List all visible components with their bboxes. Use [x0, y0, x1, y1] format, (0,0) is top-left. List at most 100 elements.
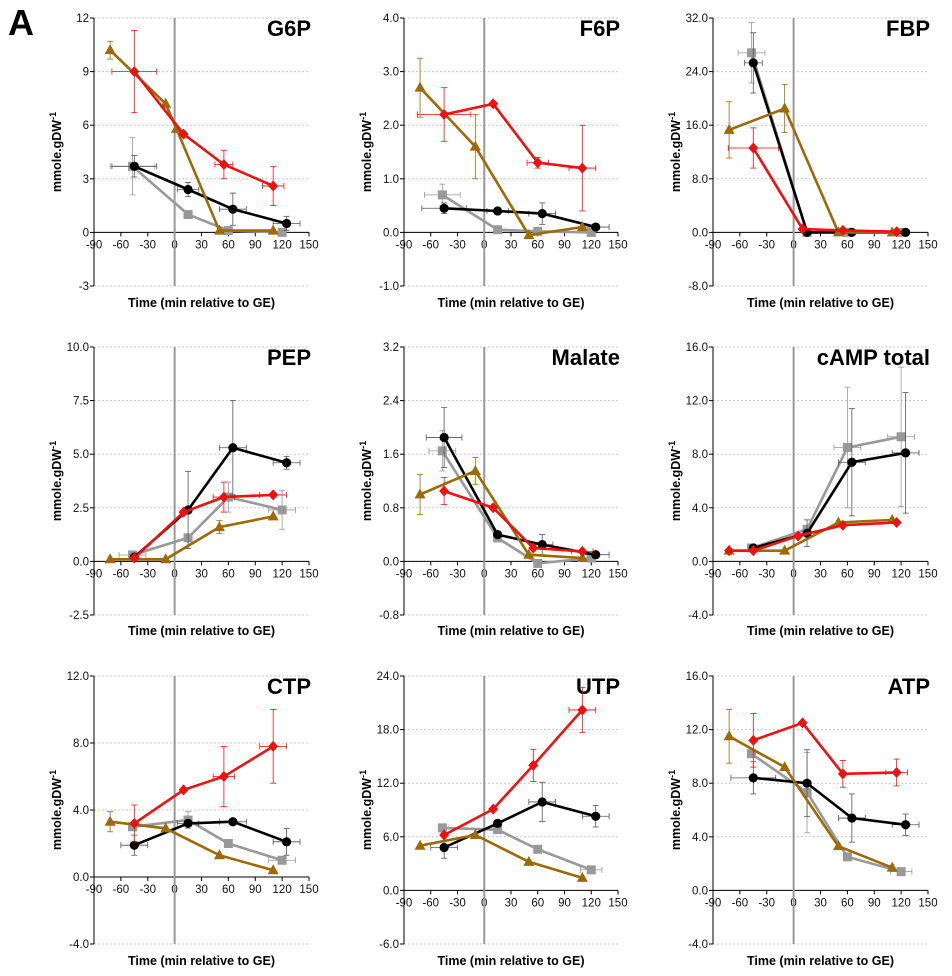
data-point — [724, 545, 735, 557]
data-point — [779, 761, 791, 772]
y-tick-label: 0.0 — [692, 227, 708, 239]
x-axis-label: Time (min relative to GE) — [437, 624, 584, 638]
data-point — [748, 773, 758, 783]
y-axis-label: mmole.gDW-1 — [48, 770, 64, 850]
data-point — [213, 224, 225, 235]
data-point — [586, 865, 596, 875]
y-tick-label: -0.8 — [379, 610, 399, 622]
data-point — [488, 98, 499, 110]
data-point — [268, 489, 279, 501]
x-tick-label: 150 — [299, 568, 318, 580]
data-point — [228, 443, 238, 453]
data-point — [439, 842, 449, 853]
y-tick-label: 0.8 — [383, 503, 399, 515]
data-point — [523, 548, 535, 559]
y-tick-label: -4.0 — [69, 939, 89, 951]
data-point — [493, 206, 503, 216]
data-point — [129, 66, 140, 78]
data-point — [160, 97, 172, 108]
x-tick-label: 60 — [222, 568, 235, 580]
series-line — [133, 745, 274, 825]
y-tick-label: 0.0 — [73, 872, 89, 884]
data-point — [533, 844, 543, 854]
x-tick-label: 150 — [299, 884, 318, 896]
x-tick-label: 120 — [273, 568, 292, 580]
data-point — [779, 102, 791, 113]
data-point — [747, 48, 757, 58]
y-tick-label: 12 — [76, 13, 89, 25]
data-point — [437, 190, 447, 200]
x-tick-label: 30 — [505, 239, 518, 251]
series-gold — [104, 811, 279, 875]
chart-title: G6P — [267, 16, 311, 41]
data-point — [439, 485, 450, 497]
data-point — [104, 553, 116, 564]
series-gray — [109, 137, 287, 237]
data-point — [901, 820, 911, 830]
x-tick-label: 30 — [195, 884, 208, 896]
data-point — [847, 813, 857, 823]
series-red — [129, 709, 288, 843]
x-axis-label: Time (min relative to GE) — [437, 954, 584, 968]
x-tick-label: -90 — [705, 239, 722, 251]
series-black — [421, 202, 610, 232]
x-tick-label: 60 — [531, 239, 544, 251]
data-point — [532, 157, 543, 169]
x-tick-label: 150 — [918, 239, 937, 251]
data-point — [469, 140, 481, 151]
y-axis-label: mmole.gDW-1 — [48, 112, 64, 192]
data-point — [183, 184, 193, 195]
x-tick-label: 120 — [582, 568, 601, 580]
x-tick-label: 90 — [558, 568, 571, 580]
x-tick-label: -60 — [732, 239, 749, 251]
x-tick-label: -30 — [758, 239, 775, 251]
x-tick-label: 150 — [608, 897, 627, 909]
x-tick-label: 30 — [814, 568, 827, 580]
data-point — [793, 530, 804, 542]
x-tick-label: 30 — [195, 568, 208, 580]
x-tick-label: -90 — [396, 239, 413, 251]
chart-f6p: -1.00.01.02.03.04.0-90-60-30030609012015… — [358, 13, 628, 310]
y-tick-label: 0.0 — [692, 556, 708, 568]
data-point — [439, 108, 450, 120]
data-point — [183, 210, 193, 220]
chart-title: F6P — [580, 16, 620, 41]
x-tick-label: 120 — [892, 568, 911, 580]
x-tick-label: -60 — [113, 239, 130, 251]
series-line — [443, 709, 584, 837]
y-tick-label: 16.0 — [686, 120, 708, 132]
series-line — [444, 207, 597, 229]
data-point — [537, 797, 547, 807]
y-tick-label: 8.0 — [73, 738, 89, 750]
data-point — [577, 704, 588, 716]
data-point — [469, 464, 481, 475]
y-tick-label: -1.0 — [379, 281, 399, 293]
data-point — [847, 457, 857, 467]
y-tick-label: 10.0 — [67, 342, 89, 354]
x-tick-label: 60 — [531, 897, 544, 909]
data-point — [797, 223, 808, 235]
x-tick-label: -30 — [449, 897, 466, 909]
x-tick-label: 120 — [582, 897, 601, 909]
series-red — [439, 477, 594, 557]
data-point — [901, 227, 911, 237]
x-tick-label: -60 — [732, 568, 749, 580]
series-line — [109, 820, 274, 872]
y-axis-label: mmole.gDW-1 — [358, 770, 374, 850]
y-tick-label: -4.0 — [688, 610, 708, 622]
y-tick-label: 8.0 — [692, 174, 708, 186]
data-point — [228, 204, 238, 214]
series-gold — [723, 709, 898, 872]
y-tick-label: 3 — [83, 174, 89, 186]
data-point — [493, 530, 503, 540]
series-red — [129, 481, 288, 564]
data-point — [178, 784, 189, 796]
data-point — [218, 771, 229, 782]
x-tick-label: 90 — [249, 239, 262, 251]
data-point — [414, 488, 426, 499]
series-line — [443, 489, 583, 553]
data-point — [267, 510, 279, 521]
x-tick-label: -60 — [113, 568, 130, 580]
data-point — [747, 749, 757, 759]
series-gold — [414, 57, 588, 240]
